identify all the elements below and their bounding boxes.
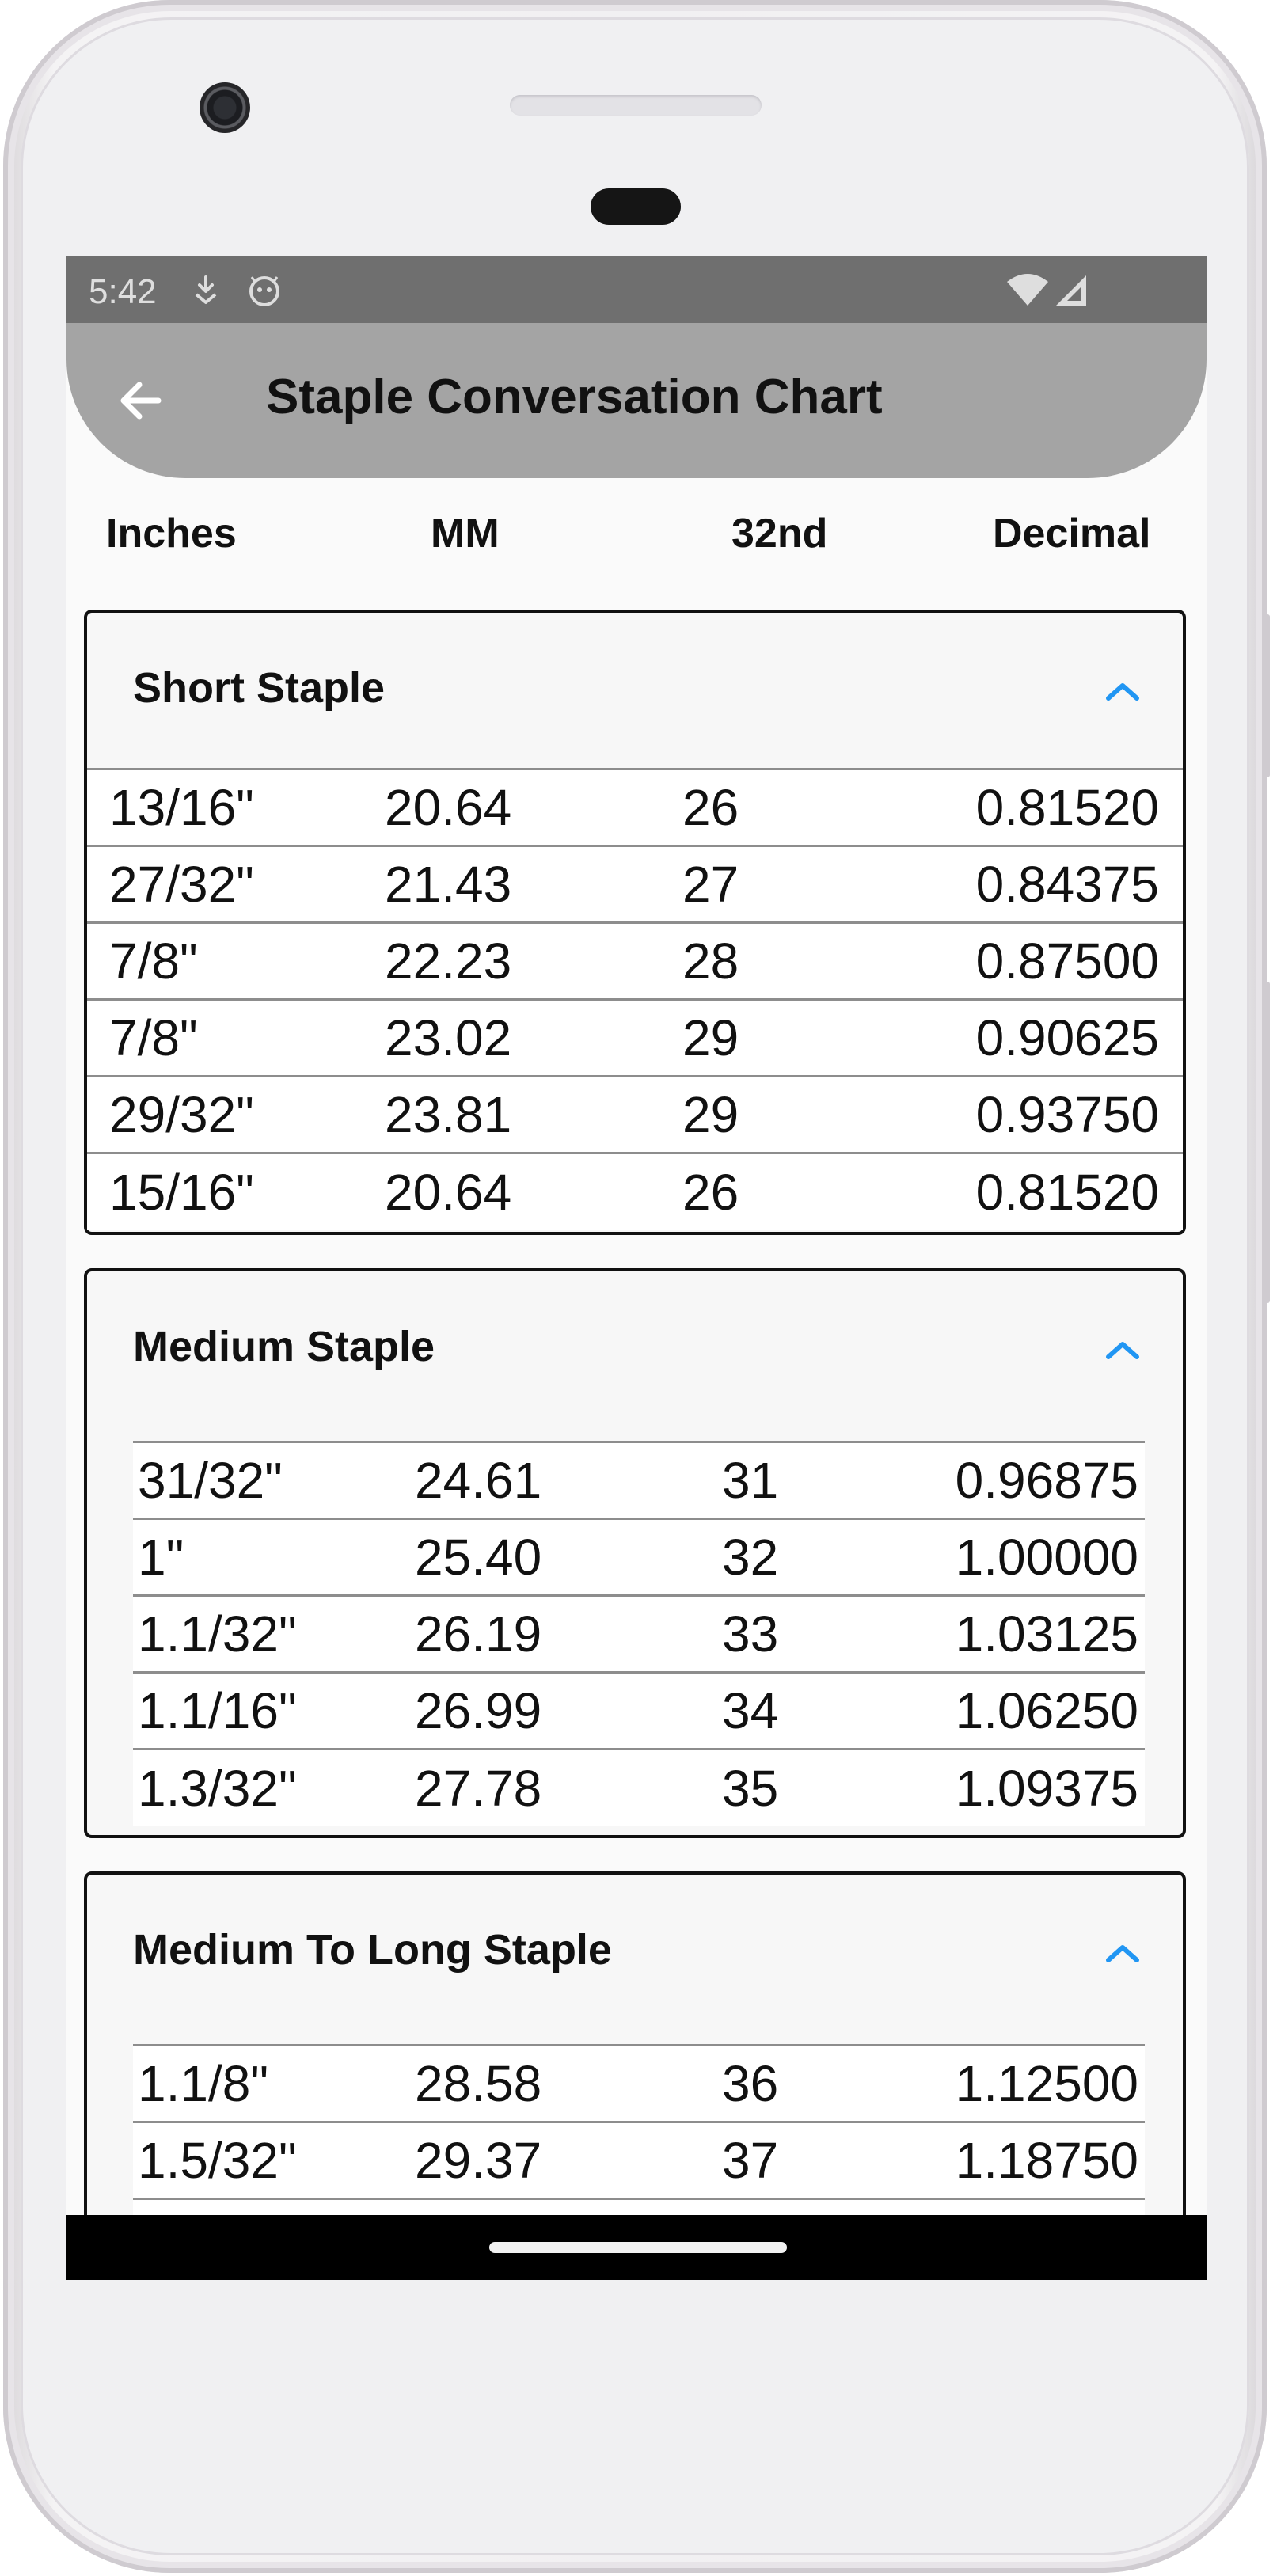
- cell-decimal: 0.81520: [975, 1163, 1159, 1221]
- table-row: 7/8" 22.23 28 0.87500: [87, 923, 1183, 1000]
- cell-mm: 29.37: [415, 2132, 542, 2189]
- table-row: 1.5/32" 29.37 37 1.18750: [133, 2122, 1145, 2199]
- wifi-icon: [1007, 274, 1048, 306]
- cell-mm: 24.61: [415, 1452, 542, 1509]
- cell-32nd: 33: [722, 1605, 779, 1662]
- cell-inches: 7/8": [109, 1009, 198, 1066]
- cell-decimal: 0.93750: [975, 1086, 1159, 1143]
- cellular-signal-icon: [1056, 275, 1086, 306]
- chevron-up-icon[interactable]: [1100, 678, 1145, 705]
- cell-32nd: 27: [682, 856, 739, 913]
- cell-32nd: 37: [722, 2132, 779, 2189]
- cell-decimal: 1.09375: [955, 1759, 1138, 1817]
- earpiece-speaker: [510, 95, 762, 116]
- column-header-decimal: Decimal: [993, 511, 1151, 557]
- table-row: 1.1/16" 26.99 34 1.06250: [133, 1673, 1145, 1750]
- cell-inches: 27/32": [109, 856, 254, 913]
- cell-inches: 15/16": [109, 1163, 254, 1221]
- status-time: 5:42: [89, 272, 157, 311]
- phone-frame: 5:42 Staple Conversatio: [3, 0, 1270, 2573]
- back-arrow-icon[interactable]: [109, 369, 173, 432]
- cell-mm: 20.64: [385, 1163, 512, 1221]
- table-row: 31/32" 24.61 31 0.96875: [133, 1442, 1145, 1519]
- staple-table: 13/16" 20.64 26 0.81520 27/32" 21.43 27 …: [87, 768, 1183, 1230]
- cell-32nd: 35: [722, 1759, 779, 1817]
- cell-inches: 1.1/16": [138, 1682, 297, 1739]
- section-title[interactable]: Short Staple: [133, 664, 386, 712]
- cell-inches: 1.5/32": [138, 2132, 297, 2189]
- cell-inches: 1.3/32": [138, 1759, 297, 1817]
- table-row: 13/16" 20.64 26 0.81520: [87, 769, 1183, 846]
- cell-inches: 1.1/8": [138, 2055, 269, 2112]
- table-row: 1.1/8" 28.58 36 1.12500: [133, 2046, 1145, 2122]
- cell-mm: 22.23: [385, 933, 512, 990]
- app-bar: Staple Conversation Chart: [66, 323, 1206, 478]
- cell-inches: 1": [138, 1529, 184, 1586]
- cell-decimal: 0.90625: [975, 1009, 1159, 1066]
- section-short-staple: Short Staple 13/16" 20.64 26 0.81520 27/…: [84, 610, 1186, 1235]
- cell-mm: 26.19: [415, 1605, 542, 1662]
- table-row: 29/32" 23.81 29 0.93750: [87, 1077, 1183, 1153]
- page-title: Staple Conversation Chart: [266, 370, 883, 424]
- cell-32nd: 29: [682, 1009, 739, 1066]
- cell-decimal: 1.00000: [955, 1529, 1138, 1586]
- table-row: 1.3/32" 27.78 35 1.09375: [133, 1750, 1145, 1826]
- table-row: 27/32" 21.43 27 0.84375: [87, 846, 1183, 923]
- column-header-32nd: 32nd: [732, 511, 828, 557]
- cell-32nd: 26: [682, 779, 739, 836]
- power-button: [1265, 614, 1270, 777]
- cell-32nd: 28: [682, 933, 739, 990]
- table-row: 1" 25.40 32 1.00000: [133, 1519, 1145, 1596]
- chevron-up-icon[interactable]: [1100, 1336, 1145, 1363]
- top-notch: [922, 0, 953, 5]
- column-header-mm: MM: [431, 511, 500, 557]
- cell-mm: 28.58: [415, 2055, 542, 2112]
- cell-32nd: 32: [722, 1529, 779, 1586]
- cell-32nd: 36: [722, 2055, 779, 2112]
- section-title[interactable]: Medium To Long Staple: [133, 1926, 612, 1974]
- status-bar: 5:42: [66, 256, 1206, 323]
- cell-mm: 23.02: [385, 1009, 512, 1066]
- column-header-inches: Inches: [106, 511, 237, 557]
- table-row: 7/8" 23.02 29 0.90625: [87, 1000, 1183, 1077]
- cell-32nd: 26: [682, 1163, 739, 1221]
- cell-mm: 20.64: [385, 779, 512, 836]
- cell-mm: 21.43: [385, 856, 512, 913]
- cell-mm: 23.81: [385, 1086, 512, 1143]
- proximity-sensor: [591, 188, 681, 225]
- android-face-icon: [249, 276, 279, 306]
- cell-decimal: 1.03125: [955, 1605, 1138, 1662]
- cell-decimal: 0.84375: [975, 856, 1159, 913]
- cell-decimal: 1.12500: [955, 2055, 1138, 2112]
- cell-inches: 13/16": [109, 779, 254, 836]
- section-medium-staple: Medium Staple 31/32" 24.61 31 0.96875 1"…: [84, 1268, 1186, 1838]
- screen: 5:42 Staple Conversatio: [66, 256, 1206, 2280]
- cell-mm: 26.99: [415, 1682, 542, 1739]
- cell-32nd: 31: [722, 1452, 779, 1509]
- cell-inches: 1.1/32": [138, 1605, 297, 1662]
- cell-inches: 7/8": [109, 933, 198, 990]
- download-icon: [195, 275, 217, 304]
- cell-mm: 27.78: [415, 1759, 542, 1817]
- section-title[interactable]: Medium Staple: [133, 1323, 435, 1370]
- cell-decimal: 0.96875: [955, 1452, 1138, 1509]
- cell-decimal: 1.06250: [955, 1682, 1138, 1739]
- home-gesture-handle[interactable]: [489, 2242, 787, 2253]
- cell-decimal: 0.81520: [975, 779, 1159, 836]
- navigation-bar: [66, 2215, 1206, 2280]
- staple-table: 31/32" 24.61 31 0.96875 1" 25.40 32 1.00…: [133, 1441, 1145, 1826]
- table-row: 15/16" 20.64 26 0.81520: [87, 1153, 1183, 1230]
- table-row: 1.1/32" 26.19 33 1.03125: [133, 1596, 1145, 1673]
- cell-mm: 25.40: [415, 1529, 542, 1586]
- cell-inches: 31/32": [138, 1452, 283, 1509]
- chevron-up-icon[interactable]: [1100, 1940, 1145, 1966]
- front-camera: [200, 82, 250, 133]
- volume-button: [1265, 982, 1270, 1303]
- cell-decimal: 0.87500: [975, 933, 1159, 990]
- cell-32nd: 29: [682, 1086, 739, 1143]
- cell-inches: 29/32": [109, 1086, 254, 1143]
- cell-decimal: 1.18750: [955, 2132, 1138, 2189]
- cell-32nd: 34: [722, 1682, 779, 1739]
